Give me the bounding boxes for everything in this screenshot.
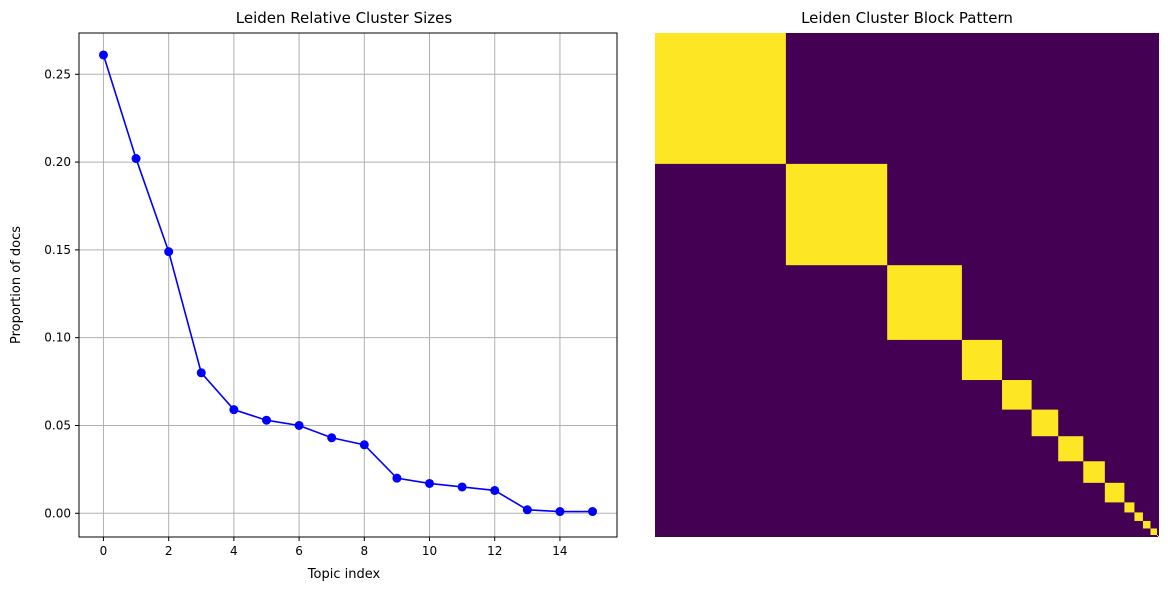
line-chart-grid: [79, 33, 617, 537]
data-point: [522, 505, 532, 515]
cluster-block: [1104, 482, 1125, 503]
y-axis-label: Proportion of docs: [9, 226, 24, 344]
heatmap-blocks: [655, 33, 1160, 538]
cluster-block: [1002, 380, 1032, 410]
cluster-block: [1150, 528, 1157, 535]
data-point: [425, 478, 435, 488]
x-tick-label: 12: [487, 544, 502, 558]
line-chart-title: Leiden Relative Cluster Sizes: [236, 9, 453, 27]
y-tick-label: 0.00: [44, 506, 71, 520]
cluster-block: [1142, 520, 1151, 529]
x-tick-label: 4: [230, 544, 238, 558]
y-tick-label: 0.25: [44, 67, 71, 81]
cluster-block: [1134, 512, 1143, 521]
x-axis-label: Topic index: [307, 567, 381, 582]
data-point: [490, 485, 500, 495]
cluster-block: [655, 33, 786, 164]
cluster-block: [1058, 436, 1084, 462]
y-tick-label: 0.15: [44, 243, 71, 257]
data-point: [392, 473, 402, 483]
x-tick-label: 10: [422, 544, 437, 558]
cluster-block: [1158, 536, 1160, 538]
x-tick-label: 14: [552, 544, 567, 558]
data-point: [457, 482, 467, 492]
cluster-block: [961, 339, 1003, 381]
cluster-block: [1124, 502, 1135, 513]
x-tick-label: 6: [295, 544, 303, 558]
x-tick-label: 2: [165, 544, 173, 558]
data-point: [196, 368, 206, 378]
data-point: [164, 247, 174, 257]
data-point: [294, 420, 304, 430]
x-tick-label: 0: [100, 544, 108, 558]
data-point: [98, 50, 108, 60]
y-tick-label: 0.20: [44, 155, 71, 169]
series-line: [102, 54, 593, 513]
line-chart-ticks: 0 2 4 6 8 10 12 14 0.00 0.05 0.10 0.15 0.20 0.25: [44, 67, 567, 558]
y-tick-label: 0.05: [44, 418, 71, 432]
heatmap-title: Leiden Cluster Block Pattern: [801, 9, 1013, 27]
cluster-block: [1157, 535, 1159, 537]
cluster-block: [785, 163, 888, 266]
data-point: [327, 433, 337, 443]
line-chart: Leiden Relative Cluster Sizes 0 2 4 6 8 10 12 1…: [9, 9, 618, 582]
x-tick-label: 8: [360, 544, 368, 558]
block-heatmap: Leiden Cluster Block Pattern: [655, 9, 1160, 538]
data-point: [555, 507, 565, 517]
cluster-block: [1031, 409, 1059, 437]
cluster-block: [1083, 461, 1105, 483]
data-point: [261, 415, 271, 425]
cluster-block: [887, 265, 962, 340]
data-point: [588, 507, 598, 517]
data-point: [229, 405, 239, 415]
line-chart-frame: [78, 32, 618, 538]
y-tick-label: 0.10: [44, 331, 71, 345]
cluster-block: [1156, 534, 1158, 536]
line-chart-series: [98, 50, 598, 517]
data-point: [359, 440, 369, 450]
data-point: [131, 154, 141, 164]
